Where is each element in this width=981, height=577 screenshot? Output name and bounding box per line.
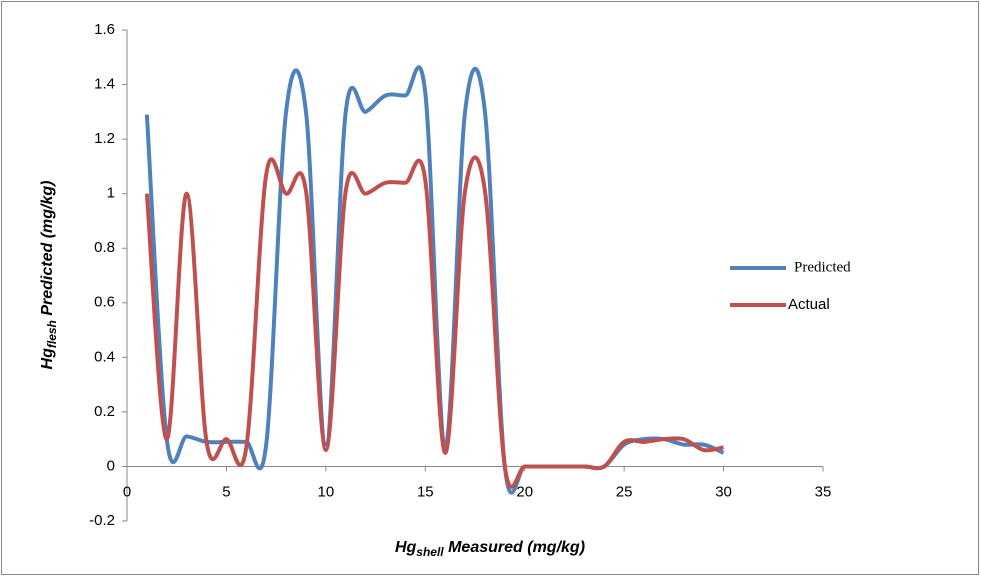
y-tick-label: 1 bbox=[107, 185, 115, 202]
x-tick-label: 5 bbox=[222, 483, 230, 500]
x-tick-label: 30 bbox=[715, 483, 732, 500]
y-title-sub: flesh bbox=[45, 320, 59, 348]
y-title-main: Hg bbox=[39, 348, 56, 370]
legend-label: Actual bbox=[788, 296, 830, 313]
y-tick-label: 0.8 bbox=[94, 239, 115, 256]
y-title-rest: Predicted (mg/kg) bbox=[39, 181, 56, 321]
x-tick-label: 10 bbox=[318, 483, 335, 500]
y-tick-label: 0 bbox=[107, 457, 115, 474]
y-tick-label: 1.4 bbox=[94, 76, 115, 93]
y-tick-label: 0.6 bbox=[94, 294, 115, 311]
x-title-sub: shell bbox=[416, 545, 444, 559]
x-tick-label: 20 bbox=[516, 483, 533, 500]
x-title-rest: Measured (mg/kg) bbox=[444, 539, 585, 556]
x-tick-label: 35 bbox=[815, 483, 832, 500]
x-tick-label: 25 bbox=[616, 483, 633, 500]
y-tick-label: 1.2 bbox=[94, 130, 115, 147]
y-tick-label: 0.4 bbox=[94, 348, 115, 365]
x-tick-label: 15 bbox=[417, 483, 434, 500]
y-tick-label: 0.2 bbox=[94, 403, 115, 420]
legend-label: Predicted bbox=[794, 259, 851, 275]
x-axis-title: Hgshell Measured (mg/kg) bbox=[395, 539, 585, 559]
x-title-main: Hg bbox=[395, 539, 417, 556]
y-tick-label: -0.2 bbox=[89, 512, 115, 529]
series-line bbox=[144, 155, 724, 489]
x-tick-label: 0 bbox=[123, 483, 131, 500]
y-tick-label: 1.6 bbox=[94, 21, 115, 38]
y-axis-title: Hgflesh Predicted (mg/kg) bbox=[39, 181, 59, 370]
